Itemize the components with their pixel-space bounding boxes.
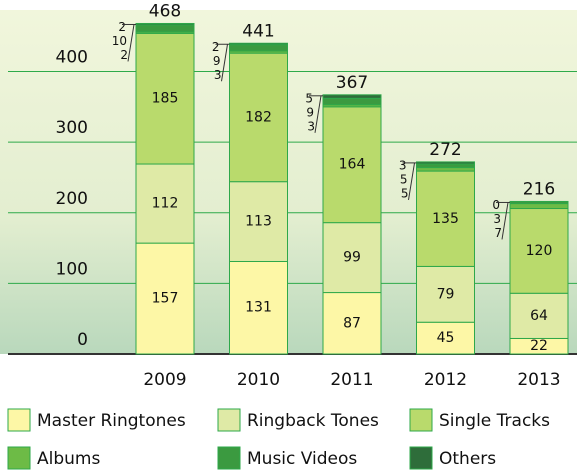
data-label: 99 [343,250,361,266]
bar-segment [322,222,382,294]
y-tick-label: 200 [56,189,88,209]
bar-segment [416,163,475,169]
data-label: 2 [212,40,220,54]
y-tick-label: 400 [56,48,88,68]
data-label: 64 [530,308,548,324]
data-label: 3 [493,212,501,226]
legend-label: Music Videos [247,449,357,469]
leader-line [408,162,415,200]
data-label: 3 [399,158,407,172]
data-label: 3 [307,119,315,133]
data-label: 5 [401,186,409,200]
data-label: 120 [526,243,553,259]
data-label: 131 [245,300,272,316]
legend-swatch [409,446,433,470]
bar-segment [416,167,475,172]
bar-segment [509,203,569,210]
bar-segment [322,94,382,99]
x-tick-label: 2013 [517,370,560,390]
total-label: 216 [523,179,555,199]
data-label: 45 [437,330,455,346]
bar-segment [229,42,288,46]
bar-segment [322,106,382,224]
plot-background [0,10,577,354]
data-label: 2 [120,48,128,62]
bar-segment [416,170,475,267]
legend-label: Single Tracks [439,411,550,431]
y-tick-label: 300 [56,118,88,138]
bar-segment [509,200,569,205]
data-label: 182 [245,109,272,125]
x-tick-label: 2011 [330,370,373,390]
leader-line [221,44,228,82]
leader-line [314,95,322,133]
data-label: 157 [152,291,179,307]
data-label: 22 [530,338,548,354]
y-tick-label: 0 [77,330,88,350]
x-tick-label: 2009 [143,370,186,390]
x-tick-label: 2012 [424,370,467,390]
bar-segment [416,321,475,355]
legend-swatch [7,446,31,470]
legend-label: Ringback Tones [247,411,379,431]
bar-segment [135,242,195,355]
data-label: 87 [343,315,361,331]
total-label: 272 [429,140,461,160]
bar-segment [229,44,288,52]
data-label: 112 [152,196,179,212]
data-label: 5 [305,91,313,105]
total-label: 468 [149,1,181,21]
data-label: 10 [112,34,127,48]
bar-segment [416,265,475,323]
data-label: 185 [152,91,179,107]
legend-swatch [217,408,241,432]
data-label: 0 [492,198,500,212]
bar-segment [322,97,382,106]
legend-label: Albums [37,449,100,469]
bar-segment [135,22,195,26]
data-label: 2 [118,20,126,34]
data-label: 113 [245,214,272,230]
bar-segment [229,181,288,262]
bar-segment [135,32,195,165]
data-label: 79 [437,286,455,302]
legend-swatch [409,408,433,432]
legend-swatch [7,408,31,432]
legend-label: Others [439,449,496,469]
legend-label: Master Ringtones [37,411,186,431]
data-label: 164 [339,157,366,173]
bar-segment [509,292,569,339]
data-label: 135 [432,211,459,227]
legend-swatch [217,446,241,470]
total-label: 367 [336,73,368,93]
total-label: 441 [242,21,274,41]
leader-line [127,24,135,62]
leader-line [501,202,509,240]
data-label: 3 [214,68,222,82]
bar-segment [416,161,475,165]
data-label: 9 [306,105,314,119]
bar-segment [135,163,195,244]
bar-segment [135,24,195,33]
bar-segment [229,52,288,183]
bar-segment [229,260,288,355]
data-label: 5 [400,172,408,186]
data-label: 9 [213,54,221,68]
x-tick-label: 2010 [237,370,280,390]
y-tick-label: 100 [56,259,88,279]
data-label: 7 [494,226,502,240]
